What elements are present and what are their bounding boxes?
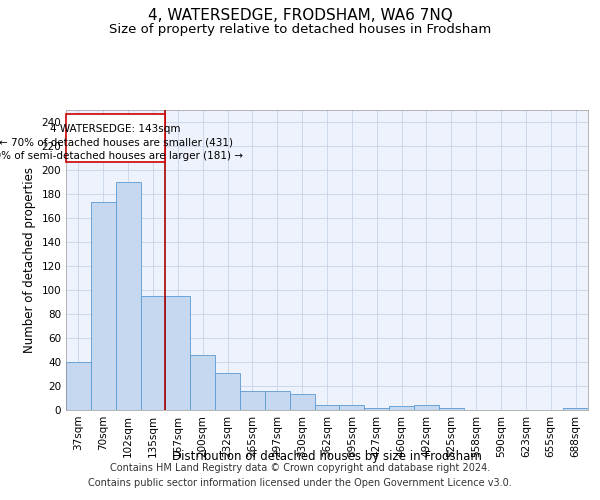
Text: 4, WATERSEDGE, FRODSHAM, WA6 7NQ: 4, WATERSEDGE, FRODSHAM, WA6 7NQ — [148, 8, 452, 22]
Bar — [215, 373, 240, 410]
Bar — [66, 362, 91, 410]
Bar — [67, 114, 164, 162]
Text: 30% of semi-detached houses are larger (181) →: 30% of semi-detached houses are larger (… — [0, 151, 243, 161]
Bar — [340, 405, 364, 410]
Text: Size of property relative to detached houses in Frodsham: Size of property relative to detached ho… — [109, 22, 491, 36]
Bar — [91, 202, 116, 410]
Bar — [116, 182, 140, 410]
Bar — [265, 391, 290, 410]
Bar — [389, 406, 414, 410]
Text: 4 WATERSEDGE: 143sqm: 4 WATERSEDGE: 143sqm — [50, 124, 181, 134]
Bar — [190, 355, 215, 410]
Bar — [290, 394, 314, 410]
Bar — [240, 391, 265, 410]
Bar — [166, 296, 190, 410]
Bar — [314, 405, 340, 410]
Text: Distribution of detached houses by size in Frodsham: Distribution of detached houses by size … — [172, 450, 482, 463]
Bar — [439, 408, 464, 410]
Y-axis label: Number of detached properties: Number of detached properties — [23, 167, 36, 353]
Bar — [140, 296, 166, 410]
Bar — [563, 408, 588, 410]
Bar — [414, 405, 439, 410]
Bar — [364, 408, 389, 410]
Text: ← 70% of detached houses are smaller (431): ← 70% of detached houses are smaller (43… — [0, 138, 233, 147]
Text: Contains HM Land Registry data © Crown copyright and database right 2024.
Contai: Contains HM Land Registry data © Crown c… — [88, 462, 512, 487]
